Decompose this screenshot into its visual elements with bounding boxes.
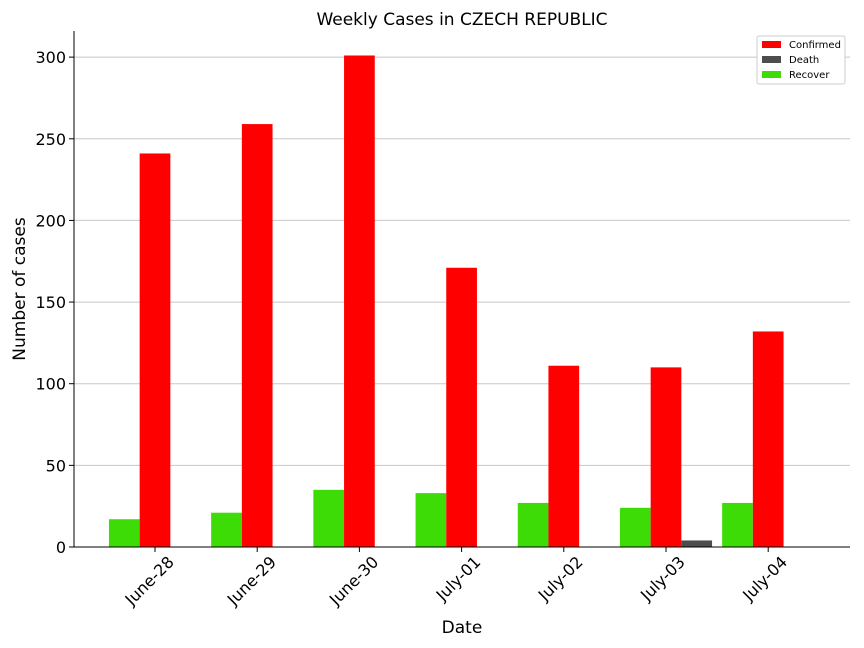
legend-swatch-recover <box>762 71 781 78</box>
x-tick-label: July-01 <box>432 552 485 605</box>
bar-death-july-03 <box>681 540 713 547</box>
y-tick-label: 150 <box>35 293 66 312</box>
legend: Confirmed Death Recover <box>756 35 846 85</box>
bar-confirmed-june-30 <box>344 55 375 547</box>
y-tick-label: 200 <box>35 211 66 230</box>
y-ticks: 0 50 100 150 200 250 300 <box>35 48 74 557</box>
bar-confirmed-june-29 <box>241 124 273 547</box>
legend-label-death: Death <box>789 55 819 66</box>
x-tick-label: July-02 <box>534 552 587 605</box>
bar-confirmed-june-28 <box>139 153 171 547</box>
bar-recover-july-03 <box>619 507 651 547</box>
bar-recover-july-01 <box>415 493 447 547</box>
y-tick-label: 50 <box>46 456 66 475</box>
bars <box>108 55 784 547</box>
legend-swatch-confirmed <box>762 41 781 48</box>
legend-label-recover: Recover <box>789 70 830 81</box>
x-axis-label: Date <box>442 618 483 638</box>
y-tick-label: 0 <box>56 538 66 557</box>
bar-recover-june-30 <box>313 489 345 547</box>
bar-confirmed-july-04 <box>752 331 784 547</box>
bar-recover-july-04 <box>722 502 753 547</box>
chart-title: Weekly Cases in CZECH REPUBLIC <box>316 10 607 30</box>
bar-confirmed-july-02 <box>548 365 580 547</box>
x-tick-label: July-04 <box>738 552 791 605</box>
x-ticks: June-28 June-29 June-30 July-01 July-02 July-… <box>121 547 791 610</box>
bar-confirmed-july-01 <box>446 267 477 547</box>
x-tick-label: July-03 <box>636 552 689 605</box>
x-tick-label: June-29 <box>223 552 280 609</box>
y-tick-label: 300 <box>35 48 66 67</box>
bar-recover-june-29 <box>211 512 242 547</box>
bar-recover-july-02 <box>517 502 549 547</box>
bar-confirmed-july-03 <box>650 367 682 547</box>
bar-recover-june-28 <box>108 519 140 547</box>
y-axis-label: Number of cases <box>10 217 30 361</box>
x-tick-label: June-30 <box>325 552 382 609</box>
y-tick-label: 250 <box>35 130 66 149</box>
legend-label-confirmed: Confirmed <box>789 40 841 51</box>
y-tick-label: 100 <box>35 375 66 394</box>
x-tick-label: June-28 <box>121 552 178 609</box>
legend-swatch-death <box>762 56 781 63</box>
